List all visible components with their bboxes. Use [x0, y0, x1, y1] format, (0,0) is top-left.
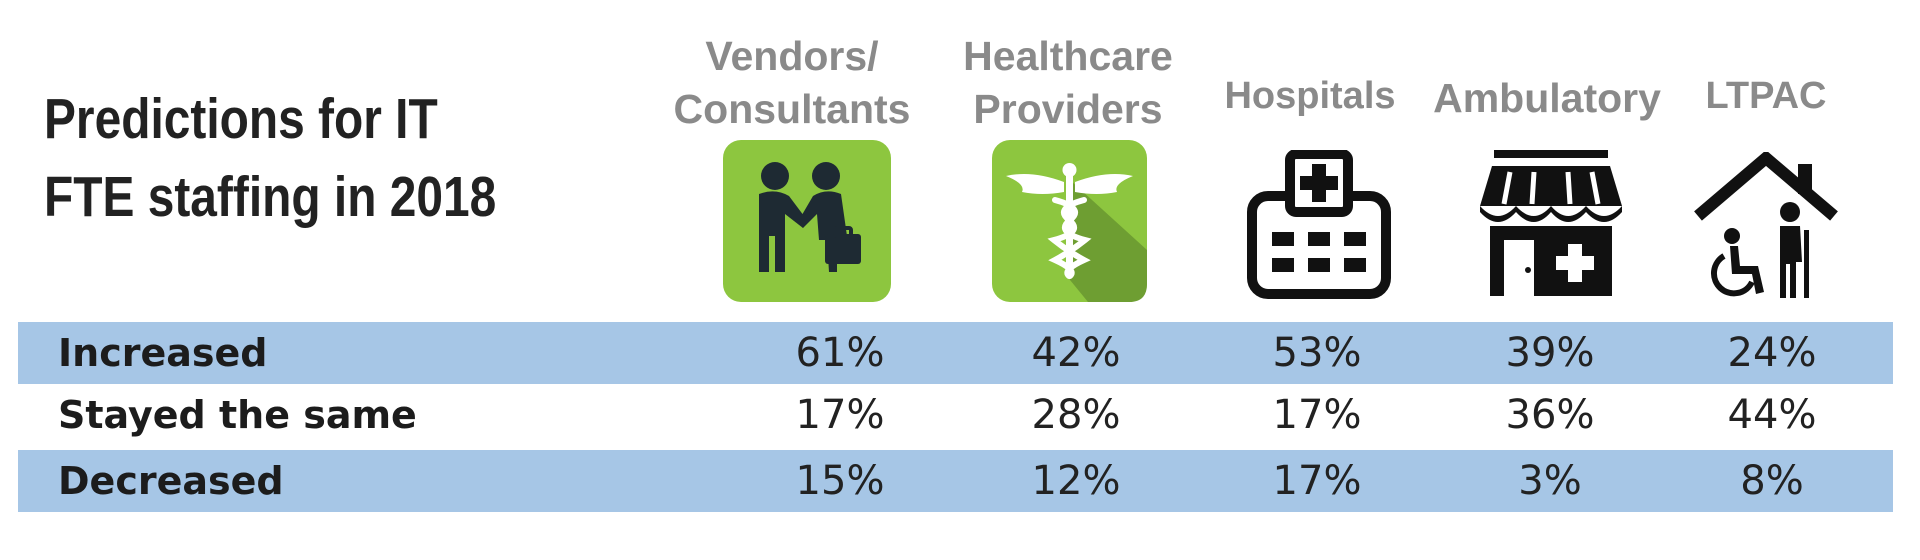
data-label: 36% [1505, 392, 1595, 438]
column-header-vendors-consultants: Vendors/ Consultants [652, 30, 932, 136]
row-label: Decreased [58, 459, 284, 503]
row-label: Stayed the same [58, 393, 417, 437]
data-label: 15% [795, 458, 885, 504]
data-label: 17% [1272, 392, 1362, 438]
column-header-healthcare-providers: Healthcare Providers [928, 30, 1208, 136]
column-header-hospitals: Hospitals [1210, 72, 1410, 120]
data-label: 24% [1727, 330, 1817, 376]
column-header-line: Hospitals [1224, 75, 1396, 117]
column-header-ambulatory: Ambulatory [1412, 72, 1682, 124]
column-header-line: Ambulatory [1433, 75, 1661, 121]
clinic-storefront-icon [1476, 150, 1626, 300]
column-header-line: Providers [973, 86, 1163, 132]
data-label: 12% [1031, 458, 1121, 504]
data-label: 61% [795, 330, 885, 376]
handshake-icon [723, 140, 891, 302]
column-header-line: Vendors/ [705, 33, 879, 79]
table-row-increased: Increased 61% 42% 53% 39% 24% [18, 322, 1893, 384]
chart-title-line-1: Predictions for IT [44, 87, 438, 151]
table-row-stayed-the-same: Stayed the same 17% 28% 17% 36% 44% [18, 384, 1893, 446]
data-label: 8% [1740, 458, 1804, 504]
column-header-ltpac: LTPAC [1676, 72, 1856, 120]
column-header-line: LTPAC [1705, 75, 1827, 117]
data-label: 17% [1272, 458, 1362, 504]
data-label: 3% [1518, 458, 1582, 504]
data-label: 44% [1727, 392, 1817, 438]
chart-title: Predictions for IT FTE staffing in 2018 [44, 80, 565, 236]
data-label: 17% [795, 392, 885, 438]
table-row-decreased: Decreased 15% 12% 17% 3% 8% [18, 450, 1893, 512]
column-header-line: Consultants [673, 86, 911, 132]
hospital-icon [1246, 149, 1392, 300]
chart-title-line-2: FTE staffing in 2018 [44, 165, 497, 229]
row-label: Increased [58, 331, 268, 375]
data-label: 39% [1505, 330, 1595, 376]
data-label: 53% [1272, 330, 1362, 376]
home-care-icon [1694, 150, 1838, 300]
data-label: 42% [1031, 330, 1121, 376]
data-label: 28% [1031, 392, 1121, 438]
caduceus-icon [992, 140, 1147, 302]
column-header-line: Healthcare [963, 33, 1173, 79]
